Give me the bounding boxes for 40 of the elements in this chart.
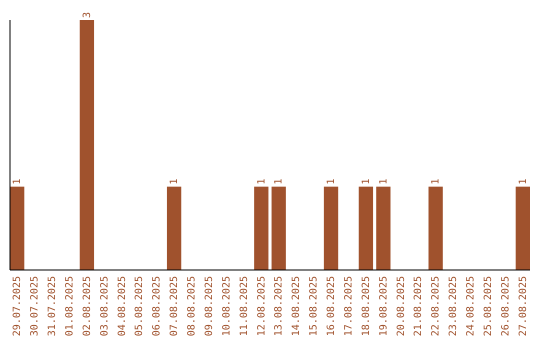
x-tick-label: 11.08.2025	[238, 276, 250, 336]
data-label: 1	[518, 178, 529, 185]
x-tick-label: 02.08.2025	[82, 276, 93, 336]
x-tick-label: 12.08.2025	[256, 276, 268, 336]
x-tick-label: 19.08.2025	[378, 276, 390, 336]
x-tick-label: 21.08.2025	[413, 276, 424, 336]
data-label: 3	[82, 12, 93, 18]
x-tick-label: 20.08.2025	[396, 276, 407, 336]
x-tick-label: 29.07.2025	[12, 276, 24, 336]
data-label: 1	[12, 178, 24, 185]
data-label: 1	[256, 178, 268, 185]
x-tick-label: 30.07.2025	[30, 276, 41, 336]
x-tick-label: 10.08.2025	[221, 276, 232, 336]
x-tick-label: 16.08.2025	[326, 276, 338, 336]
x-tick-label: 23.08.2025	[448, 276, 460, 336]
x-tick-label: 03.08.2025	[99, 276, 110, 336]
x-tick-label: 27.08.2025	[518, 276, 529, 336]
x-tick-label: 31.07.2025	[47, 276, 58, 336]
x-tick-label: 05.08.2025	[134, 276, 146, 336]
data-label: 1	[430, 178, 442, 185]
data-label: 1	[378, 178, 390, 185]
x-tick-label: 15.08.2025	[308, 276, 320, 336]
x-tick-label: 13.08.2025	[274, 276, 285, 336]
x-tick-label: 17.08.2025	[343, 276, 354, 336]
data-label: 1	[274, 178, 285, 185]
x-tick-label: 26.08.2025	[500, 276, 512, 336]
x-tick-label: 18.08.2025	[360, 276, 372, 336]
x-tick-label: 06.08.2025	[152, 276, 163, 336]
x-tick-label: 01.08.2025	[64, 276, 76, 336]
x-tick-label: 25.08.2025	[482, 276, 494, 336]
x-tick-label: 09.08.2025	[204, 276, 215, 336]
x-tick-label: 08.08.2025	[186, 276, 198, 336]
x-tick-label: 22.08.2025	[430, 276, 442, 336]
x-tick-label: 14.08.2025	[291, 276, 302, 336]
x-tick-label: 07.08.2025	[169, 276, 180, 336]
x-tick-label: 04.08.2025	[116, 276, 128, 336]
data-label: 1	[169, 178, 180, 185]
data-label: 1	[360, 178, 372, 185]
data-label: 1	[326, 178, 338, 185]
x-tick-label: 24.08.2025	[466, 276, 477, 336]
